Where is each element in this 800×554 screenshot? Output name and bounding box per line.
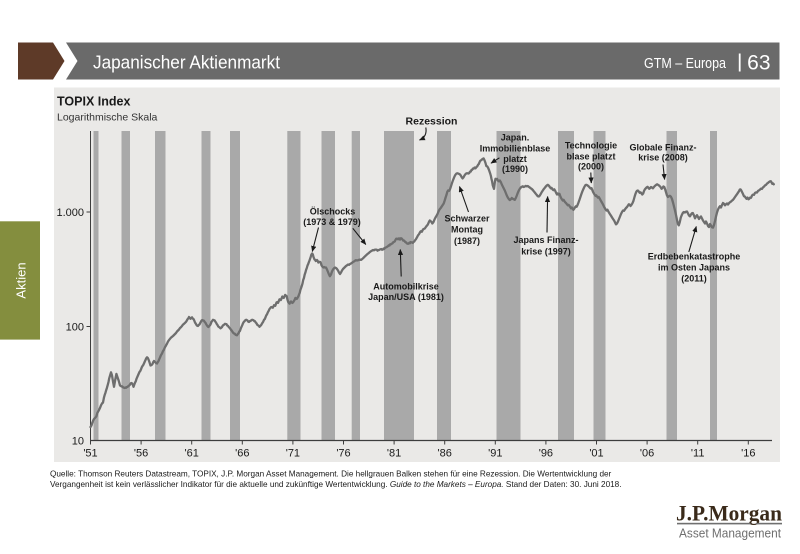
svg-text:Automobilkrise: Automobilkrise bbox=[373, 282, 439, 292]
svg-text:Aktien: Aktien bbox=[14, 262, 29, 298]
svg-text:'76: '76 bbox=[336, 448, 350, 460]
svg-text:(2011): (2011) bbox=[681, 274, 707, 284]
svg-text:'81: '81 bbox=[387, 448, 401, 460]
svg-text:krise (1997): krise (1997) bbox=[521, 247, 571, 257]
svg-text:TOPIX Index: TOPIX Index bbox=[57, 95, 130, 109]
svg-text:J.P.Morgan: J.P.Morgan bbox=[676, 501, 782, 526]
svg-text:Globale Finanz-: Globale Finanz- bbox=[629, 143, 696, 153]
svg-text:63: 63 bbox=[747, 52, 770, 75]
svg-text:Quelle: Thomson Reuters Datast: Quelle: Thomson Reuters Datastream, TOPI… bbox=[50, 470, 612, 479]
svg-text:1.000: 1.000 bbox=[56, 207, 84, 219]
svg-text:'56: '56 bbox=[134, 448, 148, 460]
svg-text:'71: '71 bbox=[286, 448, 300, 460]
svg-text:krise (2008): krise (2008) bbox=[638, 153, 688, 163]
svg-text:(1987): (1987) bbox=[454, 236, 480, 246]
svg-text:'01: '01 bbox=[589, 448, 603, 460]
svg-text:100: 100 bbox=[66, 322, 84, 334]
svg-text:'16: '16 bbox=[741, 448, 755, 460]
svg-text:Logarithmische Skala: Logarithmische Skala bbox=[57, 112, 158, 124]
svg-text:'91: '91 bbox=[488, 448, 502, 460]
svg-text:Montag: Montag bbox=[451, 225, 483, 235]
svg-text:'96: '96 bbox=[539, 448, 553, 460]
svg-text:'86: '86 bbox=[438, 448, 452, 460]
svg-text:'66: '66 bbox=[235, 448, 249, 460]
svg-text:Ölschocks: Ölschocks bbox=[310, 207, 356, 217]
svg-text:Japan/USA (1981): Japan/USA (1981) bbox=[368, 292, 444, 302]
svg-text:(1990): (1990) bbox=[502, 164, 528, 174]
svg-text:Japan.: Japan. bbox=[501, 133, 530, 143]
svg-text:blase platzt: blase platzt bbox=[566, 152, 615, 162]
svg-text:Erdbebenkatastrophe: Erdbebenkatastrophe bbox=[648, 252, 741, 262]
svg-text:(1973 & 1979): (1973 & 1979) bbox=[303, 217, 361, 227]
svg-text:'06: '06 bbox=[640, 448, 654, 460]
svg-text:Technologie: Technologie bbox=[565, 141, 617, 151]
svg-text:Asset Management: Asset Management bbox=[679, 527, 781, 541]
svg-text:Japans Finanz-: Japans Finanz- bbox=[513, 235, 578, 245]
svg-text:'11: '11 bbox=[691, 448, 705, 460]
svg-text:GTM – Europa: GTM – Europa bbox=[644, 56, 727, 72]
svg-text:10: 10 bbox=[72, 436, 84, 448]
svg-text:(2000): (2000) bbox=[578, 162, 604, 172]
svg-text:'51: '51 bbox=[83, 448, 97, 460]
svg-text:Rezession: Rezession bbox=[406, 116, 458, 128]
svg-text:Immobilienblase: Immobilienblase bbox=[480, 144, 551, 154]
svg-text:Japanischer Aktienmarkt: Japanischer Aktienmarkt bbox=[93, 53, 280, 73]
svg-text:im Osten Japans: im Osten Japans bbox=[658, 263, 730, 273]
svg-text:Vergangenheit ist kein verläss: Vergangenheit ist kein verlässlicher Ind… bbox=[50, 480, 622, 489]
svg-text:Schwarzer: Schwarzer bbox=[444, 214, 490, 224]
svg-text:'61: '61 bbox=[185, 448, 199, 460]
svg-text:platzt: platzt bbox=[503, 154, 527, 164]
